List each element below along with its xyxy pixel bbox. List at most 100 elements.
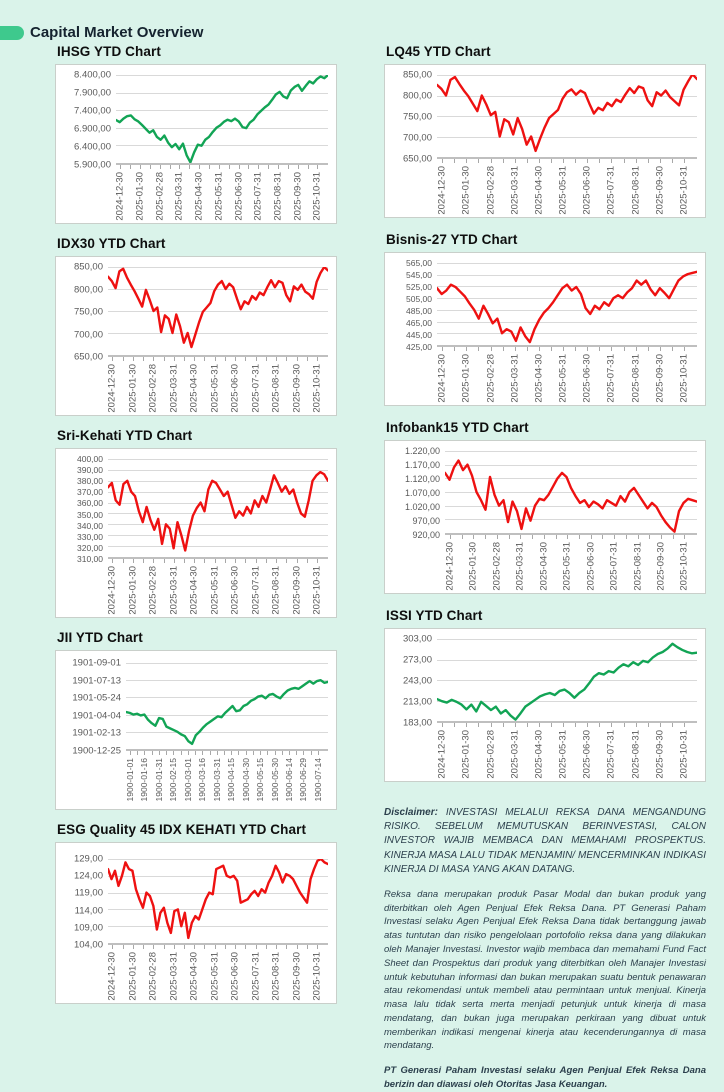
- disclaimer-body: Reksa dana merupakan produk Pasar Modal …: [384, 888, 706, 1052]
- x-tick-label: 2025-04-30: [538, 542, 550, 591]
- x-axis-row: 2024-12-30 2025-01-30 2025-02-28 2025-03-31…: [62, 165, 328, 221]
- y-tick-label: 213,00: [402, 696, 432, 708]
- x-tick-mark: [268, 165, 270, 169]
- gridline: [437, 700, 697, 702]
- series-line: [126, 663, 328, 749]
- x-tick-label: 2025-08-31: [272, 172, 284, 221]
- y-tick-label: 360,00: [77, 498, 103, 509]
- x-axis: 2024-12-30 2025-01-30 2025-02-28 2025-03-31…: [114, 165, 328, 221]
- x-axis: 2024-12-30 2025-01-30 2025-02-28 2025-03-31…: [437, 159, 697, 215]
- y-tick-label: 1901-09-01: [72, 657, 121, 669]
- x-tick-mark: [611, 159, 613, 163]
- y-tick-label: 750,00: [73, 306, 103, 318]
- x-tick-mark: [265, 559, 267, 563]
- x-tick-mark: [122, 945, 124, 949]
- x-axis-row: 2024-12-30 2025-01-30 2025-02-28 2025-03-31…: [62, 357, 328, 413]
- x-tick-mark: [228, 165, 230, 169]
- x-tick-mark: [317, 559, 318, 563]
- x-tick-mark: [649, 535, 651, 539]
- gridline: [445, 464, 697, 466]
- x-tick-label: 2025-08-31: [270, 364, 282, 413]
- x-tick-label: 2025-05-31: [561, 542, 573, 591]
- y-tick-label: 5.900,00: [74, 159, 111, 171]
- x-tick-label: 2025-09-30: [654, 166, 666, 215]
- x-tick-label: 1900-01-31: [153, 758, 164, 802]
- x-tick-mark: [684, 347, 685, 351]
- y-tick-label: 505,00: [406, 294, 432, 304]
- chart-block-bisnis27: Bisnis-27 YTD Chart 565,00 545,00 525,00 50…: [384, 232, 706, 406]
- x-tick-mark: [532, 535, 534, 539]
- x-tick-mark: [149, 165, 151, 169]
- x-tick-mark: [224, 945, 226, 949]
- x-axis-row: 2024-12-30 2025-01-30 2025-02-28 2025-03-31…: [391, 347, 697, 403]
- x-tick-mark: [163, 357, 165, 361]
- x-tick-mark: [166, 751, 168, 755]
- x-tick-label: 2025-09-30: [291, 952, 303, 1001]
- y-tick-label: 6.900,00: [74, 123, 111, 135]
- x-tick-mark: [296, 357, 298, 361]
- disclaimer-license: PT Generasi Paham Investasi selaku Agen …: [384, 1065, 706, 1090]
- chart-card-infobank15: 1.220,00 1.170,00 1.120,00 1.070,00 1.020,00…: [384, 440, 706, 594]
- x-axis-row: 2024-12-30 2025-01-30 2025-02-28 2025-03-31…: [391, 159, 697, 215]
- x-tick-mark: [478, 347, 480, 351]
- disclaimer-label: Disclaimer:: [384, 807, 438, 818]
- gridline: [108, 459, 328, 460]
- y-axis: 1.220,00 1.170,00 1.120,00 1.070,00 1.020,00…: [391, 446, 445, 540]
- x-tick-mark: [255, 357, 257, 361]
- chart-title-lq45: LQ45 YTD Chart: [386, 44, 491, 59]
- x-tick-label: 2025-03-31: [514, 542, 526, 591]
- x-tick-mark: [543, 535, 545, 539]
- x-tick-label: 1900-05-30: [269, 758, 280, 802]
- x-axis-row: 2024-12-30 2025-01-30 2025-02-28 2025-03-31…: [62, 559, 328, 615]
- x-tick-label: 2024-12-30: [436, 166, 448, 215]
- x-tick-mark: [602, 535, 604, 539]
- x-tick-mark: [625, 535, 627, 539]
- x-tick-mark: [122, 357, 124, 361]
- gridline: [116, 75, 328, 76]
- series-line: [108, 459, 328, 557]
- x-tick-label: 2025-07-31: [250, 952, 262, 1001]
- x-tick-mark: [204, 357, 206, 361]
- plot-area: [108, 267, 328, 357]
- x-tick-label: 2025-07-31: [605, 730, 617, 779]
- x-axis: 2024-12-30 2025-01-30 2025-02-28 2025-03-31…: [437, 723, 697, 779]
- x-tick-mark: [274, 751, 276, 755]
- y-tick-label: 8.400,00: [74, 69, 111, 81]
- gridline: [437, 75, 697, 76]
- x-tick-label: 2025-07-31: [250, 364, 262, 413]
- x-tick-mark: [143, 945, 145, 949]
- x-tick-mark: [187, 751, 189, 755]
- x-tick-label: 2025-02-28: [491, 542, 503, 591]
- disclaimer: Disclaimer: INVESTASI MELALUI REKSA DANA…: [384, 806, 706, 1092]
- x-tick-mark: [555, 535, 557, 539]
- x-tick-label: 2024-12-30: [114, 172, 126, 221]
- series-line: [437, 263, 697, 345]
- x-tick-mark: [224, 559, 226, 563]
- x-tick-mark: [623, 723, 625, 727]
- x-tick-mark: [684, 723, 685, 727]
- x-tick-label: 2025-05-31: [557, 166, 569, 215]
- x-tick-mark: [223, 751, 225, 755]
- x-tick-mark: [235, 559, 237, 563]
- gridline: [437, 309, 697, 311]
- x-tick-mark: [637, 535, 639, 539]
- x-tick-label: 2025-07-31: [608, 542, 620, 591]
- x-tick-label: 2025-03-31: [173, 172, 185, 221]
- x-tick-label: 2025-01-30: [127, 952, 139, 1001]
- x-tick-mark: [158, 751, 160, 755]
- x-tick-mark: [132, 559, 134, 563]
- x-tick-label: 2025-04-30: [188, 566, 200, 615]
- x-tick-mark: [252, 751, 254, 755]
- x-tick-mark: [490, 723, 492, 727]
- x-tick-mark: [526, 723, 528, 727]
- x-tick-label: 1900-03-31: [211, 758, 222, 802]
- x-tick-mark: [635, 723, 637, 727]
- x-tick-mark: [567, 535, 569, 539]
- x-tick-label: 1900-01-16: [139, 758, 150, 802]
- x-tick-mark: [199, 165, 201, 169]
- x-tick-mark: [296, 945, 298, 949]
- x-tick-label: 2025-09-30: [654, 730, 666, 779]
- x-tick-label: 2025-08-31: [630, 166, 642, 215]
- right-column: LQ45 YTD Chart 850,00 800,00 750,00 700,00 6…: [384, 44, 706, 1092]
- x-tick-mark: [120, 165, 122, 169]
